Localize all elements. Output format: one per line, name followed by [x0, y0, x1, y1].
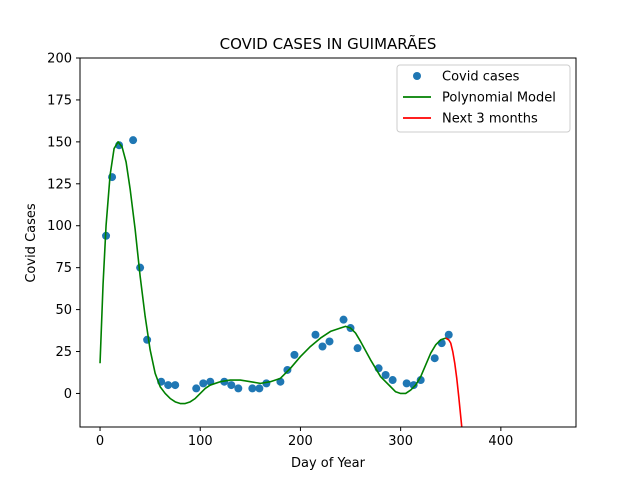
- data-point: [311, 330, 320, 339]
- data-point: [339, 315, 348, 324]
- y-tick-label: 150: [47, 135, 72, 150]
- x-tick-label: 400: [488, 434, 513, 449]
- chart-title: COVID CASES IN GUIMARÃES: [220, 34, 437, 53]
- legend-marker-swatch: [413, 72, 421, 80]
- data-point: [136, 263, 145, 272]
- data-point: [437, 339, 446, 348]
- series-polynomial-model: [99, 141, 450, 405]
- y-axis: 0 25 50 75 100 125 150 175 200: [47, 52, 80, 402]
- y-tick-label: 175: [47, 93, 72, 108]
- data-point: [227, 381, 236, 390]
- y-tick-label: 125: [47, 177, 72, 192]
- y-tick-label: 25: [55, 345, 72, 360]
- y-tick-label: 0: [64, 387, 72, 402]
- data-point: [381, 371, 390, 380]
- data-point: [192, 384, 201, 393]
- data-point: [402, 379, 411, 388]
- data-point: [129, 136, 138, 145]
- data-point: [325, 337, 334, 346]
- plot-area: [79, 57, 577, 428]
- data-point: [388, 376, 397, 385]
- data-point: [143, 335, 152, 344]
- x-axis-label: Day of Year: [291, 456, 366, 471]
- data-point: [283, 365, 292, 374]
- data-point: [164, 381, 173, 390]
- data-point: [409, 381, 418, 390]
- data-point: [444, 330, 453, 339]
- legend-entry-label: Covid cases: [442, 70, 520, 85]
- legend-entry-label: Next 3 months: [442, 112, 538, 127]
- data-point: [255, 384, 264, 393]
- data-point: [353, 344, 362, 353]
- data-point: [430, 354, 439, 363]
- series-layer: [99, 136, 463, 427]
- y-tick-label: 100: [47, 219, 72, 234]
- legend-box: [396, 64, 571, 133]
- x-tick-label: 300: [388, 434, 413, 449]
- plot-frame: [79, 57, 577, 428]
- data-point: [318, 342, 327, 351]
- x-axis: 0 100 200 300 400: [96, 427, 513, 449]
- data-point: [171, 381, 180, 390]
- data-point: [199, 379, 208, 388]
- y-tick-label: 50: [55, 303, 72, 318]
- series-line: [99, 141, 450, 405]
- y-tick-label: 75: [55, 261, 72, 276]
- legend-entry-label: Polynomial Model: [442, 91, 556, 106]
- data-point: [248, 384, 257, 393]
- x-tick-label: 0: [96, 434, 104, 449]
- data-point: [234, 384, 243, 393]
- data-point: [290, 350, 299, 359]
- y-axis-label: Covid Cases: [24, 203, 39, 283]
- x-tick-label: 100: [188, 434, 213, 449]
- data-point: [416, 376, 425, 385]
- legend: Covid cases Polynomial Model Next 3 months: [396, 64, 571, 133]
- series-next-3-months: [445, 337, 463, 427]
- x-tick-label: 200: [288, 434, 313, 449]
- y-tick-label: 200: [47, 52, 72, 67]
- series-line: [445, 337, 463, 427]
